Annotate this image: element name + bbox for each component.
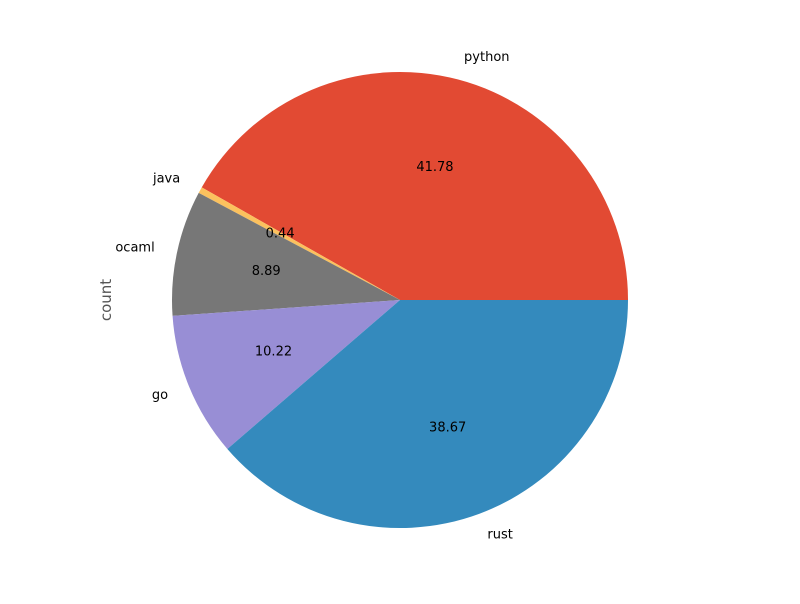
pie-slice-ocaml (171, 192, 400, 316)
pie-slice-java (198, 187, 400, 300)
pie-slice-python (201, 72, 629, 300)
category-label-rust: rust (487, 528, 512, 543)
value-label-rust: 38.67 (429, 421, 466, 436)
y-axis-label: count (97, 279, 115, 321)
category-label-go: go (152, 388, 168, 403)
pie-slice-rust (227, 300, 628, 529)
pie-slice-go (172, 300, 400, 449)
category-label-ocaml: ocaml (115, 240, 154, 255)
value-label-python: 41.78 (416, 160, 453, 175)
value-label-java: 0.44 (266, 227, 295, 242)
value-label-ocaml: 8.89 (252, 264, 281, 279)
pie-labels: python 41.78 java 0.44 ocaml 8.89 go 10.22 rust 3… (115, 50, 513, 543)
value-label-go: 10.22 (255, 345, 292, 360)
category-label-java: java (152, 172, 180, 187)
category-label-python: python (464, 50, 509, 65)
pie-slices (171, 72, 629, 529)
